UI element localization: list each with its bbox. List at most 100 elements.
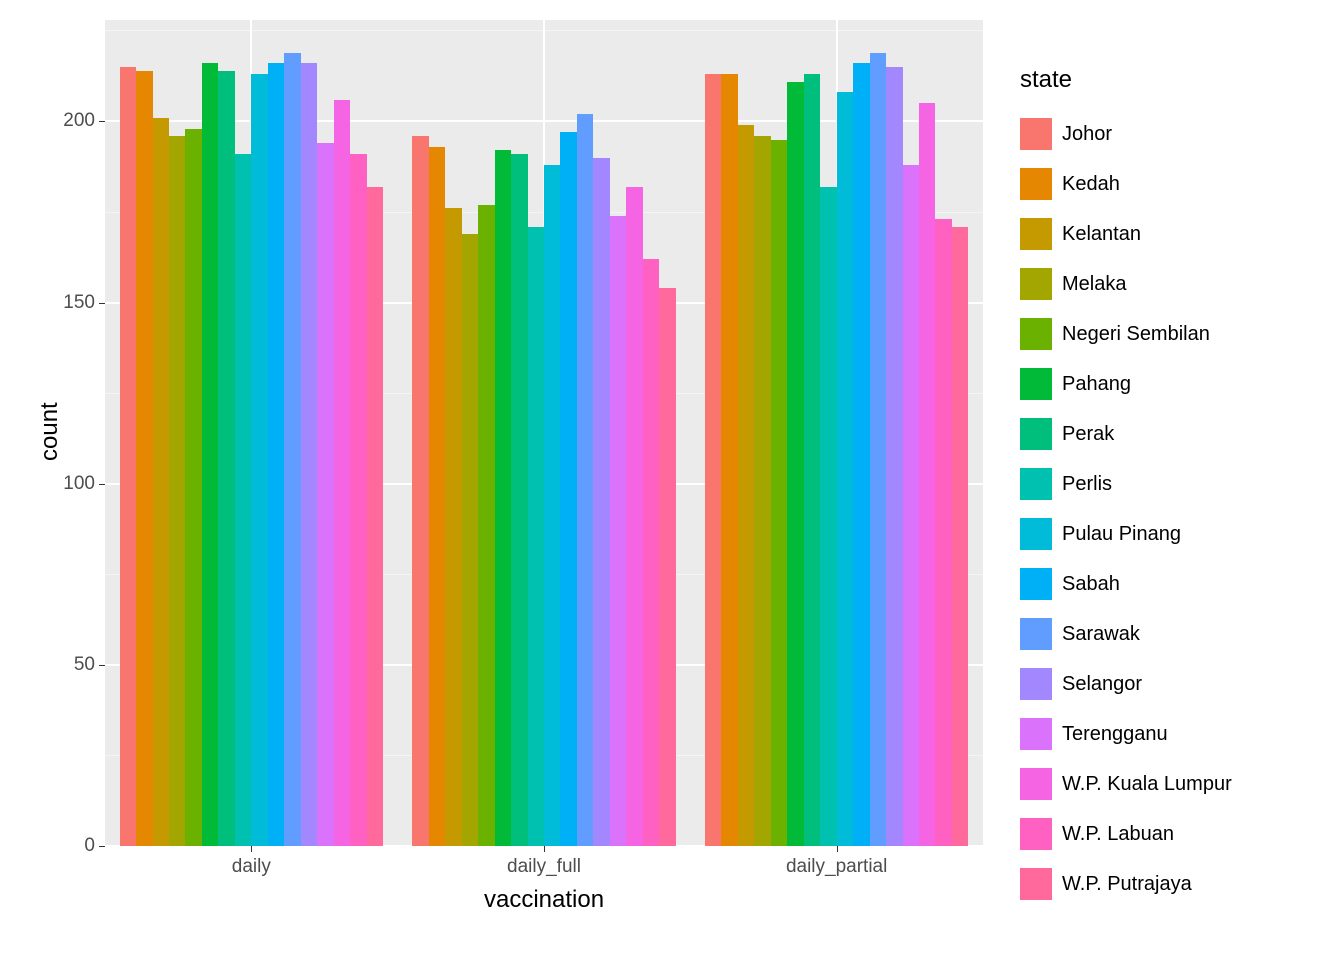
bar: [235, 154, 251, 846]
bar: [120, 67, 136, 846]
bar: [919, 103, 935, 846]
bar: [136, 71, 152, 846]
y-tick-label: 50: [74, 654, 95, 676]
legend-key: [1020, 768, 1052, 800]
bar: [754, 136, 770, 846]
bar: [169, 136, 185, 846]
legend-key: [1020, 618, 1052, 650]
legend-key: [1020, 718, 1052, 750]
bar: [903, 165, 919, 846]
y-tick-label: 200: [63, 110, 95, 132]
legend-key: [1020, 118, 1052, 150]
bar: [870, 53, 886, 846]
x-tick-label: daily: [171, 856, 331, 878]
bar: [853, 63, 869, 846]
bar: [593, 158, 609, 846]
legend-label: Johor: [1062, 123, 1112, 146]
legend-key: [1020, 518, 1052, 550]
x-tick-label: daily_partial: [757, 856, 917, 878]
legend-key: [1020, 168, 1052, 200]
bar: [429, 147, 445, 846]
x-axis-title: vaccination: [484, 886, 604, 914]
legend-key: [1020, 668, 1052, 700]
bar: [367, 187, 383, 846]
bar: [350, 154, 366, 846]
tick: [544, 846, 545, 852]
legend-label: Sabah: [1062, 573, 1120, 596]
bar: [952, 227, 968, 847]
legend-label: Perlis: [1062, 473, 1112, 496]
bar: [478, 205, 494, 846]
y-tick-label: 0: [84, 835, 95, 857]
bar: [412, 136, 428, 846]
bar: [251, 74, 267, 846]
tick: [99, 484, 105, 485]
legend-label: Sarawak: [1062, 623, 1140, 646]
y-axis-title: count: [36, 402, 64, 461]
tick: [99, 665, 105, 666]
tick: [99, 846, 105, 847]
bar: [317, 143, 333, 846]
bar: [610, 216, 626, 846]
bar: [495, 150, 511, 846]
bar: [268, 63, 284, 846]
legend-key: [1020, 368, 1052, 400]
legend-key: [1020, 818, 1052, 850]
bar: [202, 63, 218, 846]
bar: [544, 165, 560, 846]
y-tick-label: 100: [63, 473, 95, 495]
legend-key: [1020, 468, 1052, 500]
bar: [659, 288, 675, 846]
bar: [705, 74, 721, 846]
legend-label: Selangor: [1062, 673, 1142, 696]
bar: [935, 219, 951, 846]
bar: [787, 82, 803, 846]
legend-key: [1020, 218, 1052, 250]
bar: [445, 208, 461, 846]
legend-label: Kedah: [1062, 173, 1120, 196]
tick: [99, 303, 105, 304]
bar: [334, 100, 350, 846]
plot-panel: [105, 20, 983, 846]
y-tick-label: 150: [63, 292, 95, 314]
bar: [738, 125, 754, 846]
legend-key: [1020, 568, 1052, 600]
legend-label: W.P. Putrajaya: [1062, 873, 1192, 896]
legend-label: Pulau Pinang: [1062, 523, 1181, 546]
legend-key: [1020, 868, 1052, 900]
bar: [301, 63, 317, 846]
bar: [528, 227, 544, 847]
legend-title: state: [1020, 66, 1072, 94]
bar: [218, 71, 234, 846]
bar: [643, 259, 659, 846]
bar: [626, 187, 642, 846]
bar: [511, 154, 527, 846]
legend-key: [1020, 268, 1052, 300]
tick: [99, 121, 105, 122]
bar: [886, 67, 902, 846]
bar: [771, 140, 787, 846]
legend-label: Negeri Sembilan: [1062, 323, 1210, 346]
legend-label: Pahang: [1062, 373, 1131, 396]
bar: [560, 132, 576, 846]
bar: [153, 118, 169, 846]
legend-label: Melaka: [1062, 273, 1126, 296]
legend-key: [1020, 418, 1052, 450]
bar: [837, 92, 853, 846]
bar: [185, 129, 201, 846]
tick: [837, 846, 838, 852]
x-tick-label: daily_full: [464, 856, 624, 878]
legend-label: W.P. Labuan: [1062, 823, 1174, 846]
legend-key: [1020, 318, 1052, 350]
tick: [251, 846, 252, 852]
bar: [462, 234, 478, 846]
legend-label: Kelantan: [1062, 223, 1141, 246]
legend-label: Perak: [1062, 423, 1114, 446]
bar: [820, 187, 836, 846]
legend-label: W.P. Kuala Lumpur: [1062, 773, 1232, 796]
legend-label: Terengganu: [1062, 723, 1168, 746]
bar: [284, 53, 300, 846]
bar: [721, 74, 737, 846]
bar: [804, 74, 820, 846]
bar: [577, 114, 593, 846]
